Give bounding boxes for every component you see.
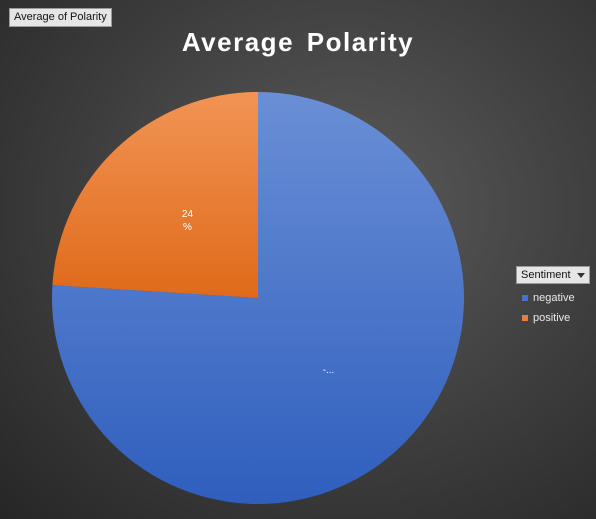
legend-item-negative: negative bbox=[522, 292, 590, 304]
legend-swatch-negative bbox=[522, 295, 528, 301]
dropdown-arrow-icon bbox=[577, 273, 585, 278]
pie-slice-positive[interactable] bbox=[52, 92, 258, 298]
legend-label-positive: positive bbox=[533, 312, 570, 324]
data-label-negative: -... bbox=[323, 365, 335, 376]
legend-field-label: Sentiment bbox=[521, 267, 571, 283]
legend-label-negative: negative bbox=[533, 292, 575, 304]
sentiment-filter-button[interactable]: Sentiment bbox=[516, 266, 590, 284]
legend: Sentiment negative positive bbox=[516, 266, 590, 324]
legend-swatch-positive bbox=[522, 315, 528, 321]
legend-item-positive: positive bbox=[522, 312, 590, 324]
